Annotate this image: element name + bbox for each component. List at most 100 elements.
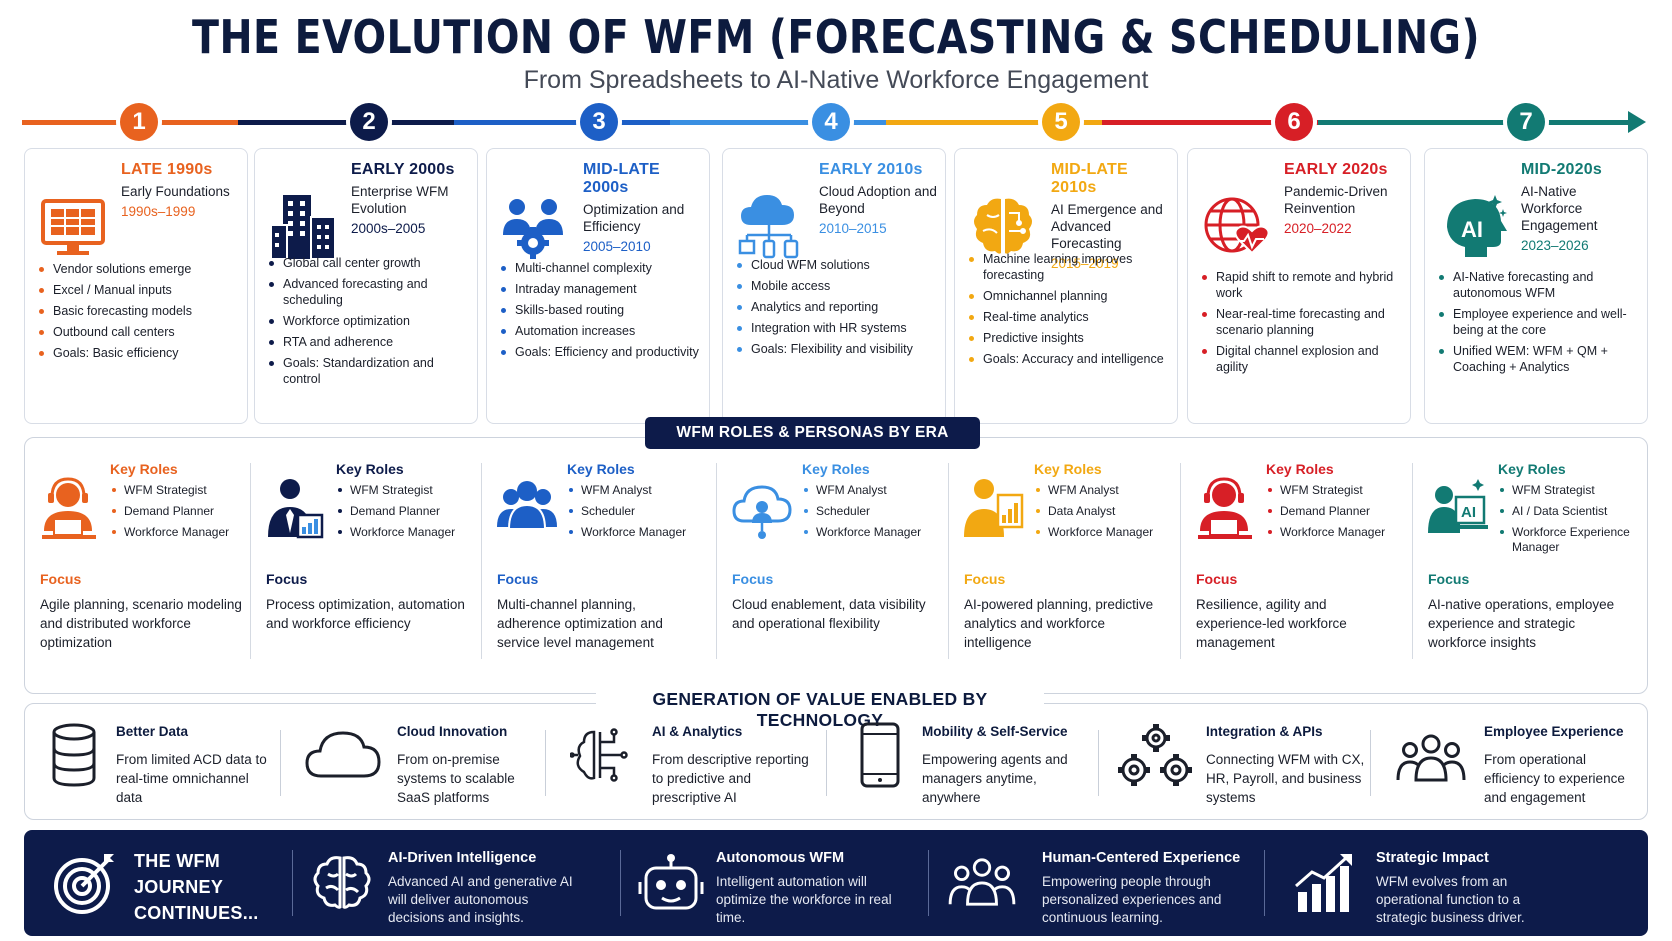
- era-card-mid-2020s: AI MID-2020s AI-Native Workforce Engagem…: [1424, 148, 1648, 424]
- circuit-icon: [570, 728, 628, 782]
- value-title-text: Cloud Innovation: [397, 724, 508, 739]
- buildings-icon: [270, 195, 336, 260]
- target-arrow-icon: [54, 854, 114, 914]
- role-card: AI Key Roles WFM Strategist AI / Data Sc…: [1414, 455, 1638, 687]
- brain-icon: [313, 856, 371, 909]
- list-item: Skills-based routing: [501, 302, 703, 318]
- list-item: Mobile access: [737, 278, 939, 294]
- list-item: Basic forecasting models: [39, 303, 241, 319]
- footer-item-autonomous: Autonomous WFM Intelligent automation wi…: [638, 830, 938, 936]
- brain-circuit-icon: [974, 198, 1032, 254]
- divider: [280, 730, 281, 796]
- era-label: AI Emergence and Advanced Forecasting: [1051, 202, 1163, 251]
- footer-item-title: AI-Driven Intelligence: [388, 850, 537, 866]
- focus-text: Multi-channel planning, adherence optimi…: [497, 597, 663, 650]
- list-item: WFM Analyst: [567, 483, 707, 498]
- key-roles-label: Key Roles: [1498, 461, 1566, 477]
- list-item: Workforce Manager: [567, 525, 707, 540]
- timeline-segment: [886, 120, 1102, 125]
- focus-text: Agile planning, scenario modeling and di…: [40, 597, 242, 650]
- value-item-cloud-innovation: Cloud Innovation From on-premise systems…: [303, 714, 543, 812]
- globe-heart-icon: [1204, 197, 1270, 255]
- focus-text: Resilience, agility and experience-led w…: [1196, 597, 1347, 650]
- divider: [826, 730, 827, 796]
- businessman-chart-icon: [268, 479, 324, 539]
- list-item: Omnichannel planning: [969, 288, 1171, 304]
- value-title-text: Employee Experience: [1484, 724, 1624, 739]
- footer-banner: THE WFM JOURNEY CONTINUES... AI-Driven I…: [24, 830, 1648, 936]
- era-period: LATE 1990s: [121, 161, 213, 178]
- focus-label: Focus: [732, 571, 774, 587]
- footer-item-title: Human-Centered Experience: [1042, 850, 1241, 866]
- value-desc: From on-premise systems to scalable SaaS…: [397, 752, 515, 805]
- list-item: Scheduler: [567, 504, 707, 519]
- step-number: 1: [120, 103, 158, 141]
- cloud-devices-icon: [738, 195, 799, 259]
- list-item: Predictive insights: [969, 330, 1171, 346]
- step-number: 3: [580, 103, 618, 141]
- journey-text: THE WFM JOURNEY CONTINUES...: [134, 848, 259, 926]
- spreadsheet-monitor-icon: [41, 199, 105, 255]
- timeline-segment: [454, 120, 670, 125]
- role-card: Key Roles WFM Analyst Scheduler Workforc…: [718, 455, 942, 687]
- era-years: 2015–2019: [1051, 256, 1119, 271]
- era-period: MID-2020s: [1521, 161, 1602, 178]
- era-bullets: Cloud WFM solutions Mobile access Analyt…: [737, 257, 939, 362]
- era-card-early-2010s: EARLY 2010s Cloud Adoption and Beyond 20…: [722, 148, 946, 424]
- era-label: Enterprise WFM Evolution: [351, 184, 449, 216]
- step-number: 5: [1042, 103, 1080, 141]
- group-icon: [497, 481, 557, 530]
- people-icon: [948, 858, 1016, 906]
- list-item: Machine learning improves forecasting: [969, 251, 1171, 283]
- journey-line: CONTINUES...: [134, 903, 259, 923]
- svg-text:AI: AI: [1461, 504, 1476, 521]
- growth-chart-icon: [1295, 854, 1352, 912]
- era-label: Pandemic-Driven Reinvention: [1284, 184, 1388, 216]
- divider: [620, 850, 621, 916]
- key-roles-label: Key Roles: [1266, 461, 1334, 477]
- list-item: WFM Analyst: [1034, 483, 1174, 498]
- value-title-text: Integration & APIs: [1206, 724, 1323, 739]
- value-item-integration: Integration & APIs Connecting WFM with C…: [1118, 714, 1368, 812]
- footer-item-title: Strategic Impact: [1376, 850, 1489, 866]
- list-item: Integration with HR systems: [737, 320, 939, 336]
- value-title: GENERATION OF VALUE ENABLED BY TECHNOLOG…: [596, 689, 1044, 731]
- journey-line: JOURNEY: [134, 877, 224, 897]
- divider: [928, 850, 929, 916]
- era-label: Early Foundations: [121, 184, 230, 199]
- era-card-mid-late-2010s: MID-LATE 2010s AI Emergence and Advanced…: [954, 148, 1178, 424]
- ai-user-icon: AI: [1428, 479, 1488, 533]
- era-bullets: Global call center growth Advanced forec…: [269, 255, 471, 392]
- focus-label: Focus: [1428, 571, 1470, 587]
- era-period: MID-LATE 2010s: [1051, 161, 1128, 196]
- journey-line: THE WFM: [134, 851, 221, 871]
- role-card: Key Roles WFM Strategist Demand Planner …: [252, 455, 476, 687]
- list-item: RTA and adherence: [269, 334, 471, 350]
- era-bullets: Machine learning improves forecasting Om…: [969, 251, 1171, 372]
- headset-agent-icon: [1198, 477, 1252, 539]
- focus-label: Focus: [964, 571, 1006, 587]
- key-roles-label: Key Roles: [1034, 461, 1102, 477]
- list-item: Rapid shift to remote and hybrid work: [1202, 269, 1404, 301]
- era-bullets: AI-Native forecasting and autonomous WFM…: [1439, 269, 1641, 380]
- value-desc: From operational efficiency to experienc…: [1484, 752, 1625, 805]
- step-number: 6: [1275, 103, 1313, 141]
- analyst-dashboard-icon: [964, 479, 1024, 537]
- list-item: WFM Strategist: [336, 483, 476, 498]
- value-title-text: AI & Analytics: [652, 724, 743, 739]
- era-card-late-1990s: LATE 1990s Early Foundations 1990s–1999 …: [24, 148, 248, 424]
- divider: [292, 850, 293, 916]
- list-item: WFM Strategist: [1498, 483, 1638, 498]
- list-item: Goals: Flexibility and visibility: [737, 341, 939, 357]
- divider: [1412, 463, 1413, 659]
- focus-label: Focus: [497, 571, 539, 587]
- era-label: Optimization and Efficiency: [583, 202, 685, 234]
- list-item: Data Analyst: [1034, 504, 1174, 519]
- role-card: Key Roles WFM Strategist Demand Planner …: [26, 455, 250, 687]
- timeline-arrow-icon: [1628, 111, 1646, 133]
- cloud-user-icon: [732, 485, 792, 539]
- value-desc: From descriptive reporting to predictive…: [652, 752, 809, 805]
- list-item: Real-time analytics: [969, 309, 1171, 325]
- era-period: EARLY 2000s: [351, 161, 455, 178]
- focus-label: Focus: [40, 571, 82, 587]
